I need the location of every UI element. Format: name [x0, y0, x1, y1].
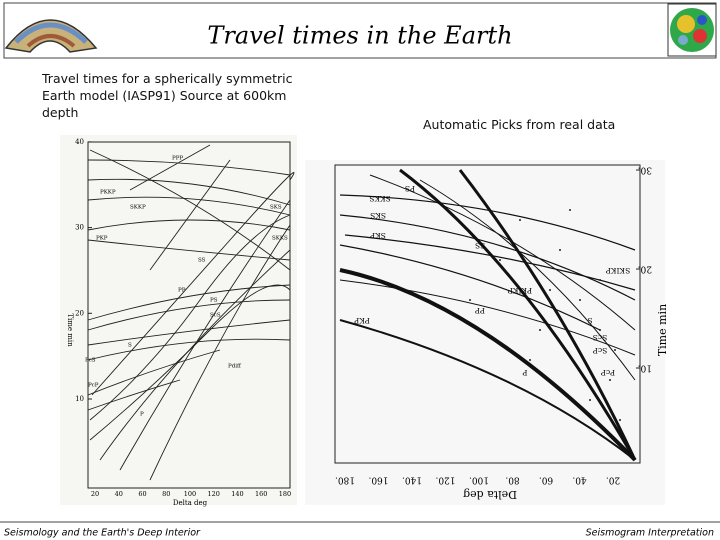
caption-line: Travel times for a spherically symmetric — [42, 71, 293, 86]
phase-label: PcP — [88, 383, 99, 389]
phase-label: SS — [475, 241, 485, 250]
caption-line: Earth model (IASP91) Source at 600km — [42, 88, 287, 103]
phase-label: SKIKP — [606, 266, 630, 275]
x-tick-label: 100. — [469, 475, 489, 485]
x-tick-label: 40 — [115, 490, 123, 498]
y-tick-label: 20 — [75, 309, 84, 317]
x-tick-label: 120 — [208, 490, 220, 498]
plot-frame — [334, 164, 641, 464]
right-caption: Automatic Picks from real data — [423, 117, 616, 132]
phase-label: PcP — [601, 368, 615, 377]
phase-label: PKIKP — [508, 286, 532, 295]
phase-label: SKP — [370, 231, 386, 240]
phase-label: PPP — [172, 156, 183, 162]
travel-time-curves — [87, 144, 295, 481]
x-tick-label: 80. — [505, 475, 519, 485]
phase-label: PP — [475, 306, 485, 315]
x-axis-label: Delta deg — [173, 499, 208, 507]
right-logo — [667, 3, 717, 57]
x-tick-label: 100 — [184, 490, 196, 498]
left-figure: 10 20 30 40 20 40 60 80 100 120 140 160 180 Delta deg… — [60, 135, 297, 507]
pick-curves — [339, 168, 637, 462]
x-tick-label: 180 — [279, 490, 291, 498]
plot-frame — [87, 141, 291, 489]
phase-label: SKKS — [369, 194, 390, 203]
x-tick-label: 140 — [231, 490, 243, 498]
phase-label: PP — [178, 288, 186, 294]
left-caption: Travel times for a spherically symmetric… — [42, 70, 293, 121]
phase-label: PS — [405, 184, 415, 193]
x-tick-label: 120. — [435, 475, 455, 485]
footer-left: Seismology and the Earth's Deep Interior — [4, 528, 201, 539]
slide-title: Travel times in the Earth — [207, 22, 512, 50]
x-tick-label: 180. — [335, 475, 355, 485]
phase-label: SS — [198, 258, 206, 264]
phase-label: ScS — [593, 333, 607, 342]
left-logo — [4, 19, 98, 53]
x-tick-label: 60 — [138, 490, 146, 498]
x-tick-label: 60. — [539, 475, 553, 485]
x-tick-label: 20. — [606, 475, 620, 485]
phase-label: P — [140, 412, 144, 418]
x-tick-label: 140. — [402, 475, 422, 485]
y-axis-label: Time min — [66, 313, 74, 347]
x-tick-label: 160. — [368, 475, 388, 485]
y-tick-label: 10. — [638, 363, 652, 373]
phase-label: SKKP — [130, 205, 146, 211]
right-figure: 10. 20. 30. 180. 160. 140. 120. 100. 80. 60. 40. 20… — [305, 160, 669, 505]
caption-line: depth — [42, 105, 79, 120]
phase-label: SKKS — [272, 236, 288, 242]
x-tick-label: 160 — [255, 490, 267, 498]
y-axis-label: Time min — [656, 304, 669, 356]
phase-label: S — [128, 343, 132, 349]
y-tick-label: 10 — [75, 395, 84, 403]
x-tick-label: 80 — [162, 490, 170, 498]
phase-label: ScP — [593, 346, 607, 355]
y-tick-label: 20. — [638, 264, 652, 274]
phase-label: PS — [210, 298, 218, 304]
phase-label: ScS — [210, 313, 221, 319]
y-tick-label: 30. — [638, 165, 652, 175]
phase-label: SKS — [270, 205, 282, 211]
phase-label: PcS — [85, 358, 96, 364]
phase-label: Pdiff — [228, 364, 242, 370]
y-tick-label: 40 — [75, 138, 84, 146]
x-axis-label: Delta deg — [463, 488, 517, 501]
x-tick-label: 20 — [91, 490, 99, 498]
phase-label: PKKP — [100, 190, 116, 196]
footer-right: Seismogram Interpretation — [586, 528, 714, 539]
phase-label: SKS — [370, 211, 386, 220]
phase-label: PKP — [96, 236, 108, 242]
pick-dots — [469, 209, 621, 421]
phase-label: PKP — [354, 316, 370, 325]
y-tick-label: 30 — [75, 224, 84, 232]
phase-label: P — [522, 368, 527, 377]
figure-paper — [60, 135, 297, 505]
x-tick-label: 40. — [572, 475, 586, 485]
phase-label: S — [587, 316, 592, 325]
